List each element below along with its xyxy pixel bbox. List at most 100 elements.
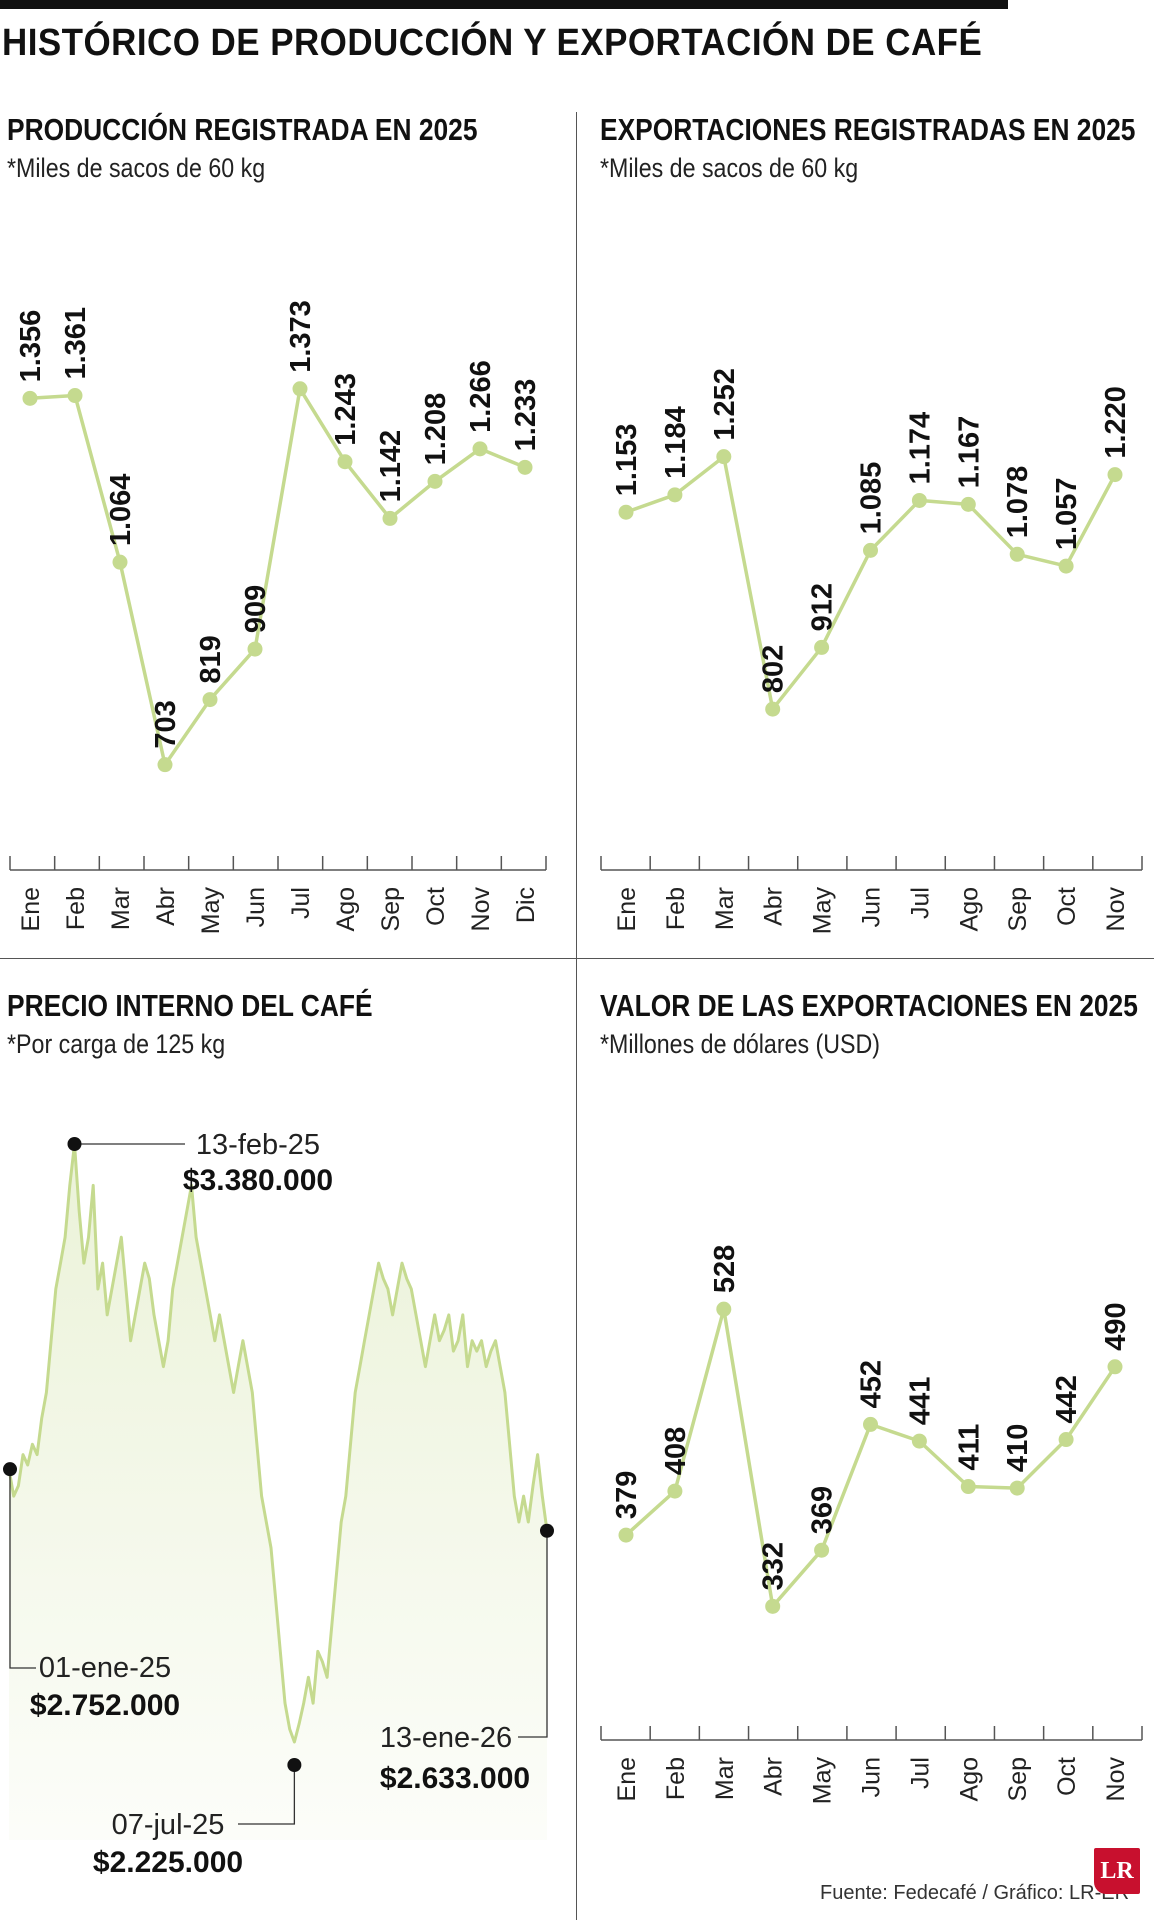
data-label: 1.361 — [60, 307, 92, 380]
data-label: 909 — [240, 585, 272, 633]
x-tick-label: Nov — [467, 887, 495, 932]
exports-title: EXPORTACIONES REGISTRADAS EN 2025 — [600, 112, 1136, 147]
marker-dot — [540, 1523, 554, 1538]
data-label: 1.373 — [285, 300, 317, 373]
x-tick-label: Ago — [332, 887, 360, 931]
data-label: 410 — [1002, 1424, 1034, 1472]
annotation-date: 13-ene-26 — [380, 1722, 512, 1754]
series-line — [624, 1307, 1117, 1609]
leader-line — [9, 1469, 36, 1669]
value-subtitle: *Millones de dólares (USD) — [600, 1029, 881, 1059]
data-point — [814, 1542, 830, 1558]
x-tick-label: May — [809, 1757, 837, 1805]
annotation-value: $2.752.000 — [30, 1689, 180, 1722]
data-label: 1.266 — [465, 360, 497, 433]
data-point — [1058, 558, 1074, 574]
horizontal-divider — [0, 958, 1154, 959]
data-label: 1.252 — [709, 368, 741, 441]
data-point — [765, 1598, 781, 1614]
x-tick-label: Sep — [1004, 1757, 1032, 1801]
data-point — [863, 542, 878, 558]
data-point — [1107, 467, 1123, 483]
x-tick-label: Mar — [107, 887, 135, 930]
data-point — [337, 454, 353, 470]
price-subtitle: *Por carga de 125 kg — [7, 1029, 226, 1059]
x-tick-label: Sep — [377, 887, 405, 931]
data-label: 369 — [807, 1486, 839, 1534]
annotation-date: 13-feb-25 — [196, 1129, 320, 1161]
data-point — [157, 757, 173, 773]
data-point — [1009, 1480, 1025, 1496]
data-label: 1.167 — [953, 416, 985, 489]
x-tick-label: Mar — [711, 1757, 739, 1800]
data-label: 408 — [660, 1427, 692, 1475]
x-tick-label: Oct — [422, 887, 450, 926]
x-tick-label: Sep — [1004, 887, 1032, 931]
x-tick-label: Jun — [242, 887, 270, 927]
data-label: 1.064 — [105, 474, 137, 547]
lr-logo: LR — [1094, 1848, 1140, 1894]
data-point — [202, 692, 218, 708]
x-tick-label: Ago — [955, 887, 983, 931]
value-title: VALOR DE LAS EXPORTACIONES EN 2025 — [600, 988, 1138, 1023]
data-label: 1.142 — [375, 430, 407, 503]
price-area — [9, 1144, 547, 1840]
data-label: 1.208 — [420, 393, 452, 466]
annotation-value: $2.225.000 — [93, 1846, 243, 1879]
x-tick-label: Ene — [613, 887, 641, 931]
x-tick-label: Ene — [17, 887, 45, 931]
data-label: 1.078 — [1002, 466, 1034, 539]
production-subtitle: *Miles de sacos de 60 kg — [7, 153, 266, 183]
annotation-value: $3.380.000 — [183, 1164, 333, 1197]
annotation-date: 07-jul-25 — [112, 1809, 225, 1841]
x-tick-label: Nov — [1102, 887, 1130, 932]
x-tick-label: Feb — [62, 887, 90, 930]
data-point — [618, 504, 634, 520]
data-label: 332 — [758, 1542, 790, 1590]
data-point — [911, 492, 927, 508]
x-tick-label: Nov — [1102, 1757, 1130, 1802]
exports-subtitle: *Miles de sacos de 60 kg — [600, 153, 859, 183]
data-point — [517, 459, 533, 475]
data-label: 1.184 — [660, 406, 692, 479]
data-point — [382, 510, 398, 526]
data-point — [863, 1416, 878, 1432]
marker-dot — [287, 1758, 302, 1772]
data-point — [765, 701, 781, 717]
vertical-divider — [576, 112, 577, 1920]
data-label: 1.233 — [510, 379, 542, 452]
x-tick-label: Ene — [613, 1757, 641, 1801]
annotation-date: 01-ene-25 — [39, 1652, 171, 1684]
data-point — [112, 554, 128, 570]
data-point — [67, 388, 83, 404]
page-title: HISTÓRICO DE PRODUCCIÓN Y EXPORTACIÓN DE… — [2, 22, 983, 64]
leader-line — [238, 1765, 296, 1825]
exports-chart: 1.153 Ene 1.184 Feb 1.252 Mar 802 Abr 912 May 1.08… — [600, 368, 1143, 934]
x-tick-label: Jun — [858, 887, 886, 927]
data-label: 1.085 — [856, 462, 888, 535]
source-note: Fuente: Fedecafé / Gráfico: LR-ER — [820, 1882, 1130, 1904]
data-point — [472, 441, 488, 457]
data-point — [960, 1479, 976, 1495]
price-title: PRECIO INTERNO DEL CAFÉ — [7, 988, 373, 1023]
x-tick-label: Mar — [711, 887, 739, 930]
leader-line — [518, 1530, 548, 1738]
data-label: 1.174 — [904, 412, 936, 485]
top-rule — [0, 0, 1008, 9]
data-label: 379 — [611, 1471, 643, 1519]
x-tick-label: Jul — [287, 887, 315, 919]
data-label: 1.220 — [1100, 386, 1132, 459]
data-point — [911, 1433, 927, 1449]
production-chart: 1.356 Ene 1.361 Feb 1.064 Mar 703 Abr 819 May 909 J… — [9, 300, 547, 935]
series-line — [29, 387, 526, 767]
data-point — [814, 639, 830, 655]
x-tick-label: Jul — [906, 1757, 934, 1789]
data-label: 1.153 — [611, 424, 643, 497]
data-label: 1.057 — [1051, 477, 1083, 550]
data-point — [716, 449, 732, 465]
data-label: 1.356 — [15, 310, 47, 383]
data-point — [667, 1483, 683, 1499]
x-tick-label: May — [197, 887, 225, 935]
x-tick-label: Jul — [906, 887, 934, 919]
